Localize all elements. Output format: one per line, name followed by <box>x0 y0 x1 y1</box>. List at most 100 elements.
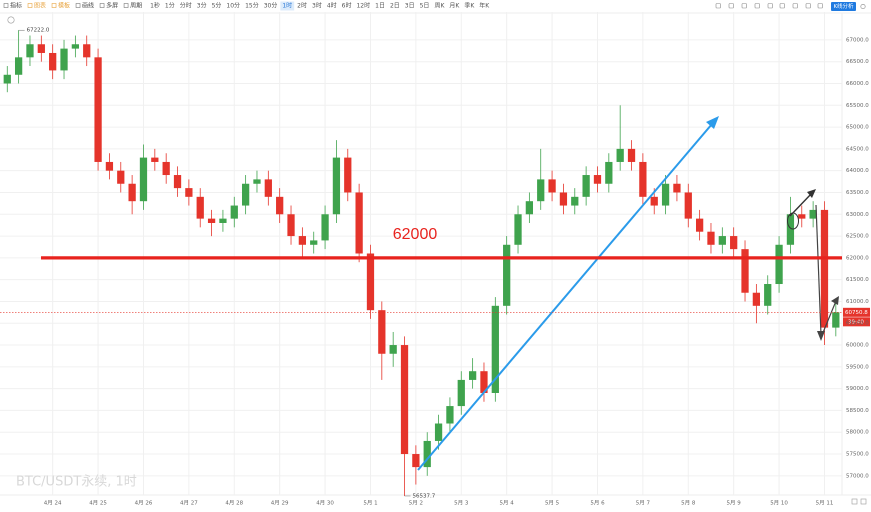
candle-body <box>219 218 227 223</box>
candle-body <box>83 44 91 58</box>
candle-body <box>423 440 431 468</box>
interval-button[interactable]: 5日 <box>420 3 430 10</box>
up-arrow-line <box>789 192 813 217</box>
interval-button[interactable]: 2日 <box>390 3 400 10</box>
candle-body <box>412 454 420 468</box>
toolbar-icon[interactable] <box>779 3 785 9</box>
interval-label: 15分 <box>245 2 259 10</box>
down-arrow-line <box>815 204 822 336</box>
x-tick-label: 4月 24 <box>44 500 62 507</box>
share-icon[interactable] <box>860 4 866 10</box>
y-tick-label: 58500.0 <box>846 408 869 414</box>
interval-button[interactable]: 4时 <box>327 2 337 10</box>
tool-icon[interactable] <box>99 3 105 8</box>
tool-button[interactable]: 周期 <box>130 2 142 10</box>
analysis-button-bg[interactable] <box>831 2 856 11</box>
interval-button[interactable]: 分时 <box>180 2 192 10</box>
y-tick-label: 57000.0 <box>846 473 869 479</box>
interval-button[interactable]: 6时 <box>342 2 352 10</box>
interval-button[interactable]: 15分 <box>245 2 259 10</box>
candle-body <box>639 161 647 197</box>
interval-button[interactable]: 1日 <box>375 3 385 10</box>
interval-button[interactable]: 2时 <box>297 2 307 10</box>
candle-body <box>730 236 738 250</box>
x-tick-label: 4月 28 <box>225 500 243 507</box>
tool-button[interactable]: 模板 <box>58 2 70 10</box>
candle-body <box>684 192 692 219</box>
tool-icon[interactable] <box>75 3 81 8</box>
interval-label: 5日 <box>420 3 430 10</box>
interval-label: 年K <box>479 2 490 10</box>
interval-label: 10分 <box>226 2 240 10</box>
interval-button[interactable]: 3日 <box>405 3 415 10</box>
candle-body <box>480 371 488 393</box>
interval-button[interactable]: 1秒 <box>150 2 160 10</box>
interval-button[interactable]: 3分 <box>197 2 207 10</box>
candle-body <box>525 201 534 215</box>
x-tick-label: 5月 3 <box>454 500 469 507</box>
tool-icon[interactable] <box>123 3 129 8</box>
interval-button[interactable]: 5分 <box>212 2 222 10</box>
rebound-arrow-head <box>831 296 839 305</box>
tool-icon[interactable] <box>51 3 57 8</box>
toolbar-icon[interactable] <box>741 3 747 9</box>
y-tick-label: 67000.0 <box>846 37 869 43</box>
toolbar-icon[interactable] <box>817 3 823 9</box>
tool-button[interactable]: 指标 <box>10 2 22 10</box>
candle-body <box>389 345 397 354</box>
candle-body <box>593 175 602 184</box>
candle-body <box>230 205 238 219</box>
interval-button[interactable]: 1时 <box>280 1 295 11</box>
y-tick-label: 66000.0 <box>846 81 869 87</box>
tool-button[interactable]: 画线 <box>82 2 94 10</box>
interval-label: 1时 <box>282 2 292 10</box>
tool-button[interactable]: 多屏 <box>106 2 118 10</box>
interval-label: 分时 <box>180 2 192 10</box>
candle-body <box>673 183 681 193</box>
countdown-bg <box>843 317 870 327</box>
tool-icon[interactable] <box>27 3 33 8</box>
up-arrow-head <box>807 189 816 198</box>
tool-button[interactable]: 图表 <box>34 2 46 10</box>
y-tick-label: 61500.0 <box>846 277 869 283</box>
interval-button[interactable]: 12时 <box>356 2 370 10</box>
x-tick-label: 4月 25 <box>89 500 107 507</box>
y-tick-label: 63000.0 <box>846 212 869 218</box>
toolbar-icon[interactable] <box>805 3 811 9</box>
interval-label: 2时 <box>297 2 307 10</box>
x-tick-label: 5月 8 <box>681 500 696 507</box>
interval-button[interactable]: 周K <box>434 3 445 10</box>
interval-button[interactable]: 30分 <box>264 2 278 10</box>
candle-body <box>695 218 704 232</box>
y-tick-label: 65500.0 <box>846 103 869 109</box>
y-tick-label: 62500.0 <box>846 234 869 240</box>
tool-icon[interactable] <box>3 3 9 8</box>
info-icon[interactable] <box>7 16 15 24</box>
candle-body <box>809 209 817 219</box>
candle-body <box>378 310 386 354</box>
candle-body <box>253 179 261 184</box>
zoom-button[interactable] <box>851 498 858 505</box>
interval-button[interactable]: 3时 <box>312 2 322 10</box>
settings-button[interactable] <box>860 498 867 505</box>
trend-arrow <box>706 116 719 129</box>
toolbar-icon[interactable] <box>728 3 734 9</box>
interval-button[interactable]: 年K <box>479 2 490 10</box>
toolbar-icon[interactable] <box>715 3 721 9</box>
toolbar-icon[interactable] <box>792 3 798 9</box>
interval-button[interactable]: 1分 <box>165 2 175 10</box>
toolbar-icon[interactable] <box>767 3 773 9</box>
interval-button[interactable]: 季K <box>464 2 475 10</box>
circle-mark <box>787 212 799 230</box>
candle-body <box>503 244 511 306</box>
analysis-button[interactable]: K线分析 <box>833 2 854 10</box>
interval-button[interactable]: 10分 <box>226 2 240 10</box>
toolbar-icon[interactable] <box>754 3 760 9</box>
candle-body <box>37 44 45 53</box>
y-tick-label: 59500.0 <box>846 364 869 370</box>
interval-button[interactable]: 月K <box>449 3 460 10</box>
candle-body <box>616 148 624 162</box>
interval-label: 1日 <box>375 3 385 10</box>
candle-body <box>764 284 772 306</box>
y-tick-label: 60500.0 <box>846 321 869 327</box>
